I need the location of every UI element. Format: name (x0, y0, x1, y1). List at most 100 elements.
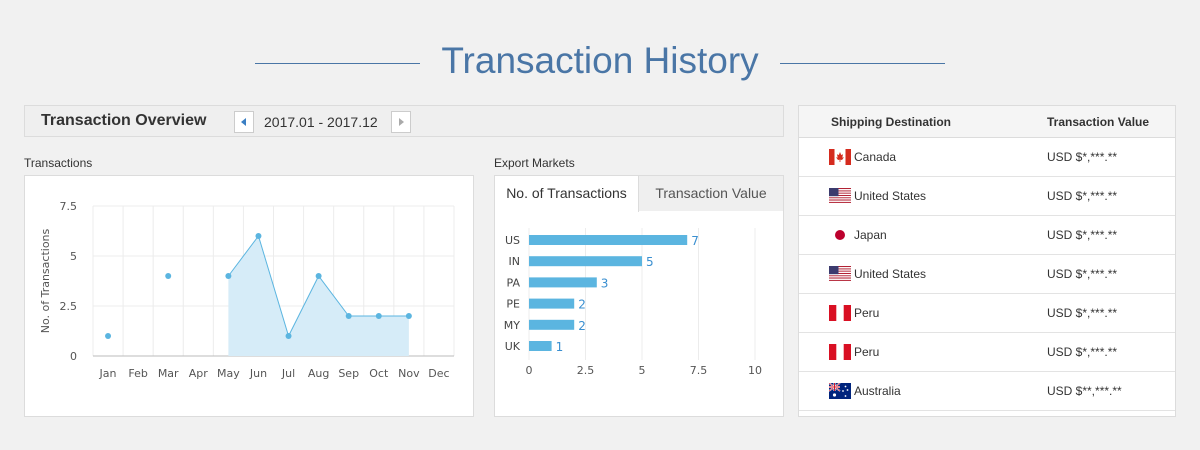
next-period-button[interactable] (391, 111, 411, 133)
transactions-chart-panel: 0 2.5 5 7.5 Jan Feb Mar Apr May Jun Jul Aug Sep Oct No… (24, 175, 474, 417)
x-tick-label: Jun (249, 367, 267, 380)
bar-category-label: MY (504, 319, 520, 332)
period-range: 2017.01 - 2017.12 (264, 114, 378, 130)
x-tick-label: 5 (639, 364, 646, 377)
data-point[interactable] (225, 273, 232, 279)
bar[interactable] (529, 319, 575, 330)
overview-toolbar: Transaction Overview 2017.01 - 2017.12 (24, 105, 784, 137)
overview-title: Transaction Overview (41, 112, 207, 129)
table-row[interactable]: Australia USD $**,***.** (799, 372, 1175, 411)
bar-category-label: US (505, 234, 520, 247)
y-tick-label: 2.5 (60, 300, 78, 313)
australia-flag-icon (829, 383, 851, 399)
bar-value-label: 2 (578, 319, 586, 333)
bar-value-label: 7 (691, 234, 699, 248)
transaction-value: USD $*,***.** (1047, 150, 1118, 164)
x-tick-label: Apr (189, 367, 209, 380)
data-point[interactable] (105, 333, 112, 339)
export-tabs: No. of Transactions Transaction Value (495, 176, 783, 212)
export-markets-panel: No. of Transactions Transaction Value 0 2… (494, 175, 784, 417)
page-title: Transaction History (441, 40, 759, 81)
bar-category-label: PE (506, 298, 520, 311)
bar-category-label: UK (505, 340, 521, 353)
table-row[interactable]: United States USD $*,***.** (799, 177, 1175, 216)
bar-value-label: 3 (601, 276, 609, 290)
bar[interactable] (529, 277, 597, 288)
area-fill (228, 236, 409, 356)
us-flag-icon (829, 188, 851, 204)
tab-no-of-transactions[interactable]: No. of Transactions (495, 176, 639, 212)
bar-value-label: 1 (556, 340, 564, 354)
bar[interactable] (529, 256, 642, 267)
bar-category-label: PA (507, 276, 521, 289)
shipping-table: Shipping Destination Transaction Value C… (798, 105, 1176, 417)
tab-transaction-value[interactable]: Transaction Value (639, 176, 783, 211)
table-header: Shipping Destination Transaction Value (799, 106, 1175, 138)
x-tick-label: Mar (158, 367, 179, 380)
transactions-line-chart: 0 2.5 5 7.5 Jan Feb Mar Apr May Jun Jul Aug Sep Oct No… (39, 200, 455, 380)
x-tick-label: 0 (526, 364, 533, 377)
transaction-value: USD $*,***.** (1047, 189, 1118, 203)
bar[interactable] (529, 235, 688, 245)
export-markets-bar-chart: 0 2.5 5 7.5 10 US 7 IN 5 PA 3 PE 2 MY 2 UK 1 (504, 228, 762, 377)
x-tick-label: 7.5 (690, 364, 708, 377)
caret-left-icon (241, 118, 246, 126)
data-point[interactable] (375, 313, 382, 319)
data-point[interactable] (405, 313, 412, 319)
table-row[interactable]: Peru USD $*,***.** (799, 333, 1175, 372)
transaction-value: USD $*,***.** (1047, 228, 1118, 242)
peru-flag-icon (829, 344, 851, 360)
x-tick-label: Jul (281, 367, 295, 380)
transaction-value: USD $*,***.** (1047, 345, 1118, 359)
export-markets-label: Export Markets (494, 156, 575, 170)
data-point[interactable] (315, 273, 322, 279)
y-tick-label: 7.5 (60, 200, 78, 213)
data-point[interactable] (285, 333, 292, 339)
bar[interactable] (529, 298, 575, 309)
x-tick-label: Oct (369, 367, 389, 380)
canada-flag-icon (829, 149, 851, 165)
table-row[interactable]: Canada USD $*,***.** (799, 138, 1175, 177)
data-point[interactable] (165, 273, 172, 279)
x-tick-label: 2.5 (577, 364, 595, 377)
bar-value-label: 5 (646, 255, 654, 269)
country-name: Peru (854, 306, 880, 320)
y-tick-label: 5 (70, 250, 77, 263)
x-tick-label: Nov (398, 367, 420, 380)
country-name: Japan (854, 228, 887, 242)
title-divider-right (780, 63, 945, 64)
table-row[interactable]: Japan USD $*,***.** (799, 216, 1175, 255)
table-row[interactable]: United States USD $*,***.** (799, 255, 1175, 294)
title-divider-left (255, 63, 420, 64)
japan-flag-icon (829, 227, 851, 243)
transactions-label: Transactions (24, 156, 93, 170)
transaction-value: USD $*,***.** (1047, 306, 1118, 320)
country-name: United States (854, 189, 927, 203)
transaction-value: USD $*,***.** (1047, 267, 1118, 281)
bar[interactable] (529, 341, 552, 351)
data-point[interactable] (345, 313, 352, 319)
table-row[interactable]: Peru USD $*,***.** (799, 294, 1175, 333)
column-header-value[interactable]: Transaction Value (1047, 115, 1150, 129)
us-flag-icon (829, 266, 851, 282)
transaction-value: USD $**,***.** (1047, 384, 1122, 398)
x-tick-label: May (217, 367, 240, 380)
country-name: Canada (854, 150, 897, 164)
x-tick-label: Sep (338, 367, 359, 380)
bar-category-label: IN (509, 255, 520, 268)
x-tick-label: 10 (748, 364, 762, 377)
country-name: Peru (854, 345, 880, 359)
country-name: United States (854, 267, 927, 281)
x-tick-label: Jan (99, 367, 117, 380)
x-tick-label: Feb (128, 367, 147, 380)
data-point[interactable] (255, 233, 262, 239)
country-name: Australia (854, 384, 901, 398)
page-header: Transaction History (0, 38, 1200, 88)
caret-right-icon (399, 118, 404, 126)
column-header-destination[interactable]: Shipping Destination (831, 115, 951, 129)
y-tick-label: 0 (70, 350, 77, 363)
bar-value-label: 2 (578, 298, 586, 312)
y-axis-title: No. of Transactions (39, 228, 52, 333)
x-tick-label: Dec (428, 367, 449, 380)
previous-period-button[interactable] (234, 111, 254, 133)
